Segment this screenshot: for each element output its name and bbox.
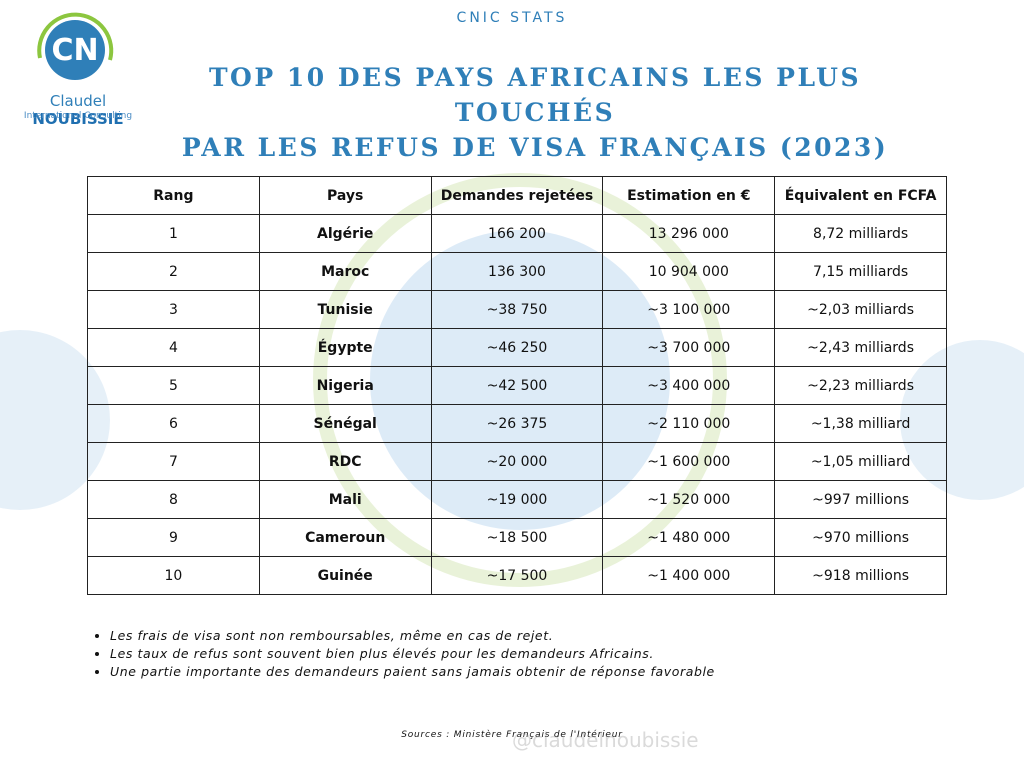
- note: Une partie importante des demandeurs pai…: [110, 663, 715, 681]
- watermark-handle: @claudelnoubissie: [512, 728, 699, 752]
- column-header: Rang: [87, 176, 260, 215]
- table-cell: 5: [87, 366, 260, 405]
- table-cell: ~38 750: [430, 290, 604, 329]
- table-cell: 8,72 milliards: [774, 214, 947, 253]
- logo-disc: [45, 20, 105, 80]
- table-cell: Mali: [258, 480, 432, 519]
- column-header: Demandes rejetées: [430, 176, 604, 215]
- logo-mark: CN: [51, 33, 98, 68]
- table-row: 7 RDC ~20 000 ~1 600 000 ~1,05 milliard: [87, 442, 947, 481]
- table-row: 8 Mali ~19 000 ~1 520 000 ~997 millions: [87, 480, 947, 519]
- table-cell: ~3 700 000: [602, 328, 776, 367]
- table-cell: RDC: [258, 442, 432, 481]
- table-cell: ~26 375: [430, 404, 604, 443]
- table-row: 9 Cameroun ~18 500 ~1 480 000 ~970 millions: [87, 518, 947, 557]
- table-cell: ~1 600 000: [602, 442, 776, 481]
- table-cell: 166 200: [430, 214, 604, 253]
- watermark-logo-left: [0, 330, 110, 510]
- table-cell: 8: [87, 480, 260, 519]
- table-cell: ~970 millions: [774, 518, 947, 557]
- header-row: Rang Pays Demandes rejetées Estimation en €…: [87, 176, 947, 215]
- table-cell: ~2,23 milliards: [774, 366, 947, 405]
- table-cell: Nigeria: [258, 366, 432, 405]
- title-line: PAR LES REFUS DE VISA FRANÇAIS (2023): [181, 133, 889, 162]
- table-cell: ~3 400 000: [602, 366, 776, 405]
- column-header: Estimation en €: [602, 176, 776, 215]
- table-cell: ~17 500: [430, 556, 604, 595]
- table-cell: ~19 000: [430, 480, 604, 519]
- brand-last: NOUBISSIE: [32, 110, 124, 128]
- title-line: TOP 10 DES PAYS AFRICAINS LES PLUS TOUCH…: [208, 63, 862, 127]
- table-cell: 4: [87, 328, 260, 367]
- column-header: Équivalent en FCFA: [774, 176, 947, 215]
- note: Les frais de visa sont non remboursables…: [110, 627, 715, 645]
- table-cell: ~2 110 000: [602, 404, 776, 443]
- table-row: 3 Tunisie ~38 750 ~3 100 000 ~2,03 milliards: [87, 290, 947, 329]
- table-cell: 136 300: [430, 252, 604, 291]
- table-body: 1 Algérie 166 200 13 296 000 8,72 milliards 2…: [87, 214, 947, 595]
- stats-table: Rang Pays Demandes rejetées Estimation en €…: [87, 176, 947, 595]
- table-row: 6 Sénégal ~26 375 ~2 110 000 ~1,38 milliard: [87, 404, 947, 443]
- logo-ring: [37, 12, 114, 61]
- table-cell: 6: [87, 404, 260, 443]
- table-row: 1 Algérie 166 200 13 296 000 8,72 milliards: [87, 214, 947, 253]
- table-cell: ~1 400 000: [602, 556, 776, 595]
- table-cell: ~42 500: [430, 366, 604, 405]
- table-cell: ~46 250: [430, 328, 604, 367]
- table-cell: Tunisie: [258, 290, 432, 329]
- table-cell: ~997 millions: [774, 480, 947, 519]
- table-cell: 7,15 milliards: [774, 252, 947, 291]
- table-cell: 9: [87, 518, 260, 557]
- table-cell: 1: [87, 214, 260, 253]
- table-cell: Maroc: [258, 252, 432, 291]
- table-cell: ~3 100 000: [602, 290, 776, 329]
- table-row: 2 Maroc 136 300 10 904 000 7,15 milliards: [87, 252, 947, 291]
- table-cell: 10: [87, 556, 260, 595]
- note: Les taux de refus sont souvent bien plus…: [110, 645, 715, 663]
- table-row: 10 Guinée ~17 500 ~1 400 000 ~918 millions: [87, 556, 947, 595]
- column-header: Pays: [258, 176, 432, 215]
- table-cell: 2: [87, 252, 260, 291]
- table-row: 4 Égypte ~46 250 ~3 700 000 ~2,43 milliards: [87, 328, 947, 367]
- table-cell: ~918 millions: [774, 556, 947, 595]
- table-cell: Algérie: [258, 214, 432, 253]
- brand: Claudel NOUBISSIE: [8, 92, 148, 128]
- table-cell: 10 904 000: [602, 252, 776, 291]
- table-cell: ~2,03 milliards: [774, 290, 947, 329]
- kicker: CNIC STATS: [456, 10, 568, 26]
- table-cell: ~18 500: [430, 518, 604, 557]
- table-cell: ~1,38 milliard: [774, 404, 947, 443]
- table-cell: Cameroun: [258, 518, 432, 557]
- table-cell: Guinée: [258, 556, 432, 595]
- brand-first: Claudel: [49, 92, 107, 110]
- table-cell: 13 296 000: [602, 214, 776, 253]
- table-cell: Sénégal: [258, 404, 432, 443]
- table-cell: Égypte: [258, 328, 432, 367]
- table-cell: ~20 000: [430, 442, 604, 481]
- table-cell: 3: [87, 290, 260, 329]
- table-cell: ~1,05 milliard: [774, 442, 947, 481]
- title: TOP 10 DES PAYS AFRICAINS LES PLUS TOUCH…: [140, 60, 930, 165]
- sources: Sources : Ministère Français de l'Intéri…: [401, 730, 623, 740]
- table-cell: ~1 480 000: [602, 518, 776, 557]
- table-cell: ~2,43 milliards: [774, 328, 947, 367]
- table-cell: 7: [87, 442, 260, 481]
- table-cell: ~1 520 000: [602, 480, 776, 519]
- notes: Les frais de visa sont non remboursables…: [90, 627, 715, 681]
- table-row: 5 Nigeria ~42 500 ~3 400 000 ~2,23 milliards: [87, 366, 947, 405]
- brand-subtitle: International Consulting: [23, 111, 133, 121]
